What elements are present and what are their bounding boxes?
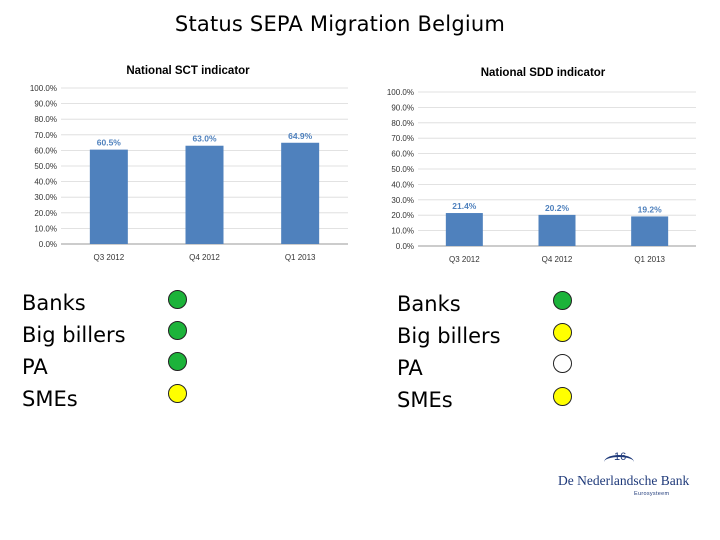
chart-title: National SCT indicator bbox=[126, 65, 250, 77]
status-dot-yellow bbox=[553, 387, 572, 406]
y-tick-label: 0.0% bbox=[396, 242, 414, 251]
bar bbox=[281, 142, 320, 244]
x-tick-label: Q1 2013 bbox=[285, 253, 316, 262]
y-tick-label: 80.0% bbox=[391, 119, 414, 128]
status-label-big-billers: Big billers bbox=[22, 323, 126, 347]
bar bbox=[538, 214, 576, 246]
y-tick-label: 60.0% bbox=[391, 150, 414, 159]
y-tick-label: 50.0% bbox=[34, 162, 57, 171]
bar bbox=[185, 145, 224, 244]
status-dot-green bbox=[553, 291, 572, 310]
y-tick-label: 40.0% bbox=[391, 180, 414, 189]
status-dot-white bbox=[553, 354, 572, 373]
y-tick-label: 80.0% bbox=[34, 115, 57, 124]
y-tick-label: 90.0% bbox=[34, 100, 57, 109]
logo-arc-icon bbox=[604, 455, 634, 469]
y-tick-label: 30.0% bbox=[391, 196, 414, 205]
y-tick-label: 100.0% bbox=[387, 88, 414, 97]
bar bbox=[631, 216, 669, 246]
status-label-banks: Banks bbox=[397, 292, 461, 316]
y-tick-label: 50.0% bbox=[391, 165, 414, 174]
y-tick-label: 20.0% bbox=[391, 211, 414, 220]
sdd-chart-svg: National SDD indicator 0.0% 10.0% 20.0% 30.… bbox=[387, 67, 696, 264]
slide-title: Status SEPA Migration Belgium bbox=[174, 12, 506, 36]
status-list-sdd: Banks Big billers PA SMEs bbox=[397, 288, 501, 416]
y-tick-label: 20.0% bbox=[34, 209, 57, 218]
y-tick-label: 100.0% bbox=[30, 84, 57, 93]
status-dot-yellow bbox=[168, 384, 187, 403]
x-tick-label: Q1 2013 bbox=[634, 255, 665, 264]
x-tick-label: Q3 2012 bbox=[449, 255, 480, 264]
status-label-big-billers: Big billers bbox=[397, 324, 501, 348]
status-dot-green bbox=[168, 352, 187, 371]
y-tick-label: 10.0% bbox=[391, 227, 414, 236]
data-label: 63.0% bbox=[192, 134, 217, 144]
status-label-pa: PA bbox=[397, 356, 423, 380]
y-tick-label: 30.0% bbox=[34, 193, 57, 202]
sct-plot: 0.0% 10.0% 20.0% 30.0% 40.0% 50.0% 60.0% 70.0% 8… bbox=[30, 84, 348, 262]
dnb-logo: De Nederlandsche Bank Eurosysteem bbox=[556, 455, 690, 505]
data-label: 21.4% bbox=[452, 201, 477, 211]
y-tick-label: 60.0% bbox=[34, 146, 57, 155]
status-label-banks: Banks bbox=[22, 291, 86, 315]
status-list-sct: Banks Big billers PA SMEs bbox=[22, 287, 126, 415]
status-dot-green bbox=[168, 321, 187, 340]
y-tick-label: 0.0% bbox=[39, 240, 57, 249]
x-tick-label: Q3 2012 bbox=[93, 253, 124, 262]
status-label-smes: SMEs bbox=[397, 388, 453, 412]
logo-name: De Nederlandsche Bank bbox=[558, 473, 690, 488]
y-tick-label: 10.0% bbox=[34, 224, 57, 233]
sdd-plot: 0.0% 10.0% 20.0% 30.0% 40.0% 50.0% 60.0% 70.0% 8… bbox=[387, 88, 696, 264]
data-label: 64.9% bbox=[288, 131, 313, 141]
x-tick-label: Q4 2012 bbox=[542, 255, 573, 264]
bar bbox=[89, 149, 128, 244]
data-label: 19.2% bbox=[638, 204, 663, 214]
status-dot-green bbox=[168, 290, 187, 309]
status-label-smes: SMEs bbox=[22, 387, 78, 411]
data-label: 20.2% bbox=[545, 203, 570, 213]
sct-chart-svg: National SCT indicator 0.0% 10.0% 20.0% 30.… bbox=[30, 65, 348, 262]
y-tick-label: 40.0% bbox=[34, 178, 57, 187]
sdd-chart: National SDD indicator 0.0% 10.0% 20.0% 30.… bbox=[378, 55, 703, 270]
y-tick-label: 70.0% bbox=[391, 134, 414, 143]
y-tick-label: 70.0% bbox=[34, 131, 57, 140]
status-label-pa: PA bbox=[22, 355, 48, 379]
y-tick-label: 90.0% bbox=[391, 103, 414, 112]
data-label: 60.5% bbox=[97, 138, 122, 148]
bar bbox=[445, 213, 483, 246]
status-dot-yellow bbox=[553, 323, 572, 342]
sct-chart: National SCT indicator 0.0% 10.0% 20.0% 30.… bbox=[20, 55, 355, 270]
x-tick-label: Q4 2012 bbox=[189, 253, 220, 262]
logo-subtitle: Eurosysteem bbox=[634, 491, 670, 497]
chart-title: National SDD indicator bbox=[481, 67, 606, 79]
